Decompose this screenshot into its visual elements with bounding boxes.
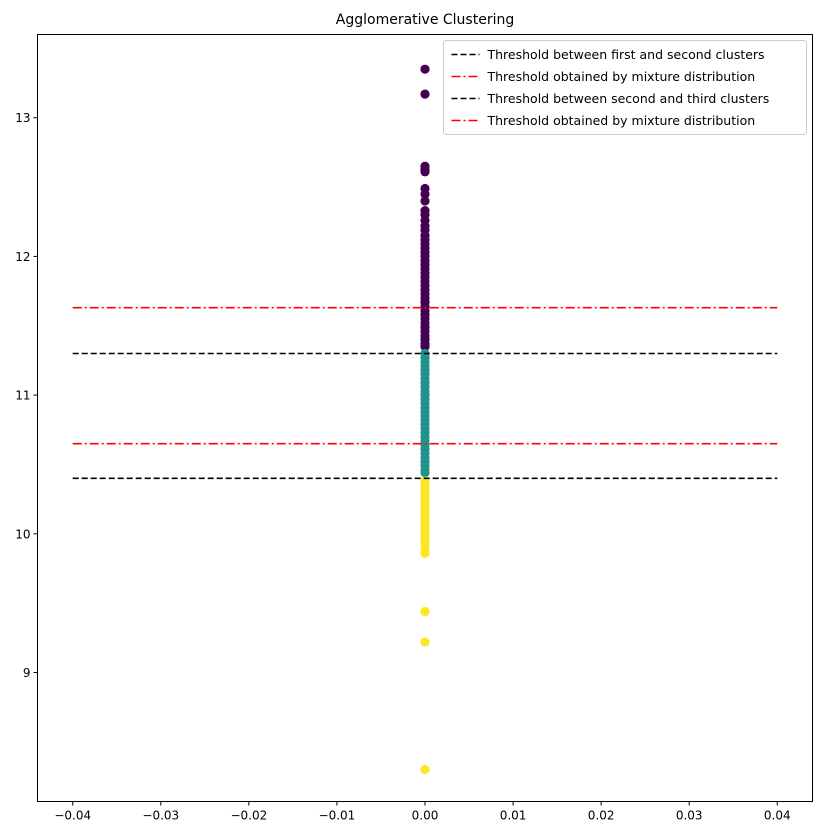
cluster-2-point-20 xyxy=(420,764,430,775)
cluster-2-point-19 xyxy=(420,637,430,647)
x-tick-label-0: −0.04 xyxy=(54,809,91,823)
x-tick-label-1: −0.03 xyxy=(142,809,179,823)
x-tick-label-4: 0.00 xyxy=(412,809,439,823)
chart-title: Agglomerative Clustering xyxy=(336,12,514,28)
cluster-0-point-4 xyxy=(420,167,430,177)
cluster-0-point-40 xyxy=(420,341,430,352)
x-tick-label-8: 0.04 xyxy=(764,809,791,823)
x-tick-label-5: 0.01 xyxy=(500,809,527,823)
cluster-1-point-29 xyxy=(420,468,430,478)
cluster-0-point-6 xyxy=(420,189,430,199)
legend-box xyxy=(443,40,807,135)
legend-label-2: Threshold between second and third clust… xyxy=(487,91,770,106)
y-tick-label-4: 13 xyxy=(15,111,30,125)
x-axis: −0.04 −0.03 −0.02 −0.01 0.00 0.01 0.02 0.03 0.04 xyxy=(54,801,791,823)
y-axis: 9 10 11 12 13 xyxy=(15,111,38,680)
x-tick-label-2: −0.02 xyxy=(230,809,267,823)
y-tick-label-1: 10 xyxy=(15,527,30,541)
cluster-0-point-0 xyxy=(420,64,430,74)
y-tick-label-2: 11 xyxy=(15,389,30,403)
plot-area xyxy=(72,64,778,775)
x-tick-label-3: −0.01 xyxy=(319,809,356,823)
legend-label-1: Threshold obtained by mixture distributi… xyxy=(487,69,756,84)
cluster-0-point-7 xyxy=(420,196,430,206)
cluster-2-point-18 xyxy=(420,606,430,617)
cluster-0-point-1 xyxy=(420,89,430,99)
legend-label-0: Threshold between first and second clust… xyxy=(487,47,765,62)
y-tick-label-0: 9 xyxy=(23,666,31,680)
legend: Threshold between first and second clust… xyxy=(443,40,807,135)
legend-label-3: Threshold obtained by mixture distributi… xyxy=(487,113,756,128)
cluster-2-point-17 xyxy=(420,548,430,558)
x-tick-label-7: 0.03 xyxy=(676,809,703,823)
x-tick-label-6: 0.02 xyxy=(588,809,615,823)
y-tick-label-3: 12 xyxy=(15,250,30,264)
